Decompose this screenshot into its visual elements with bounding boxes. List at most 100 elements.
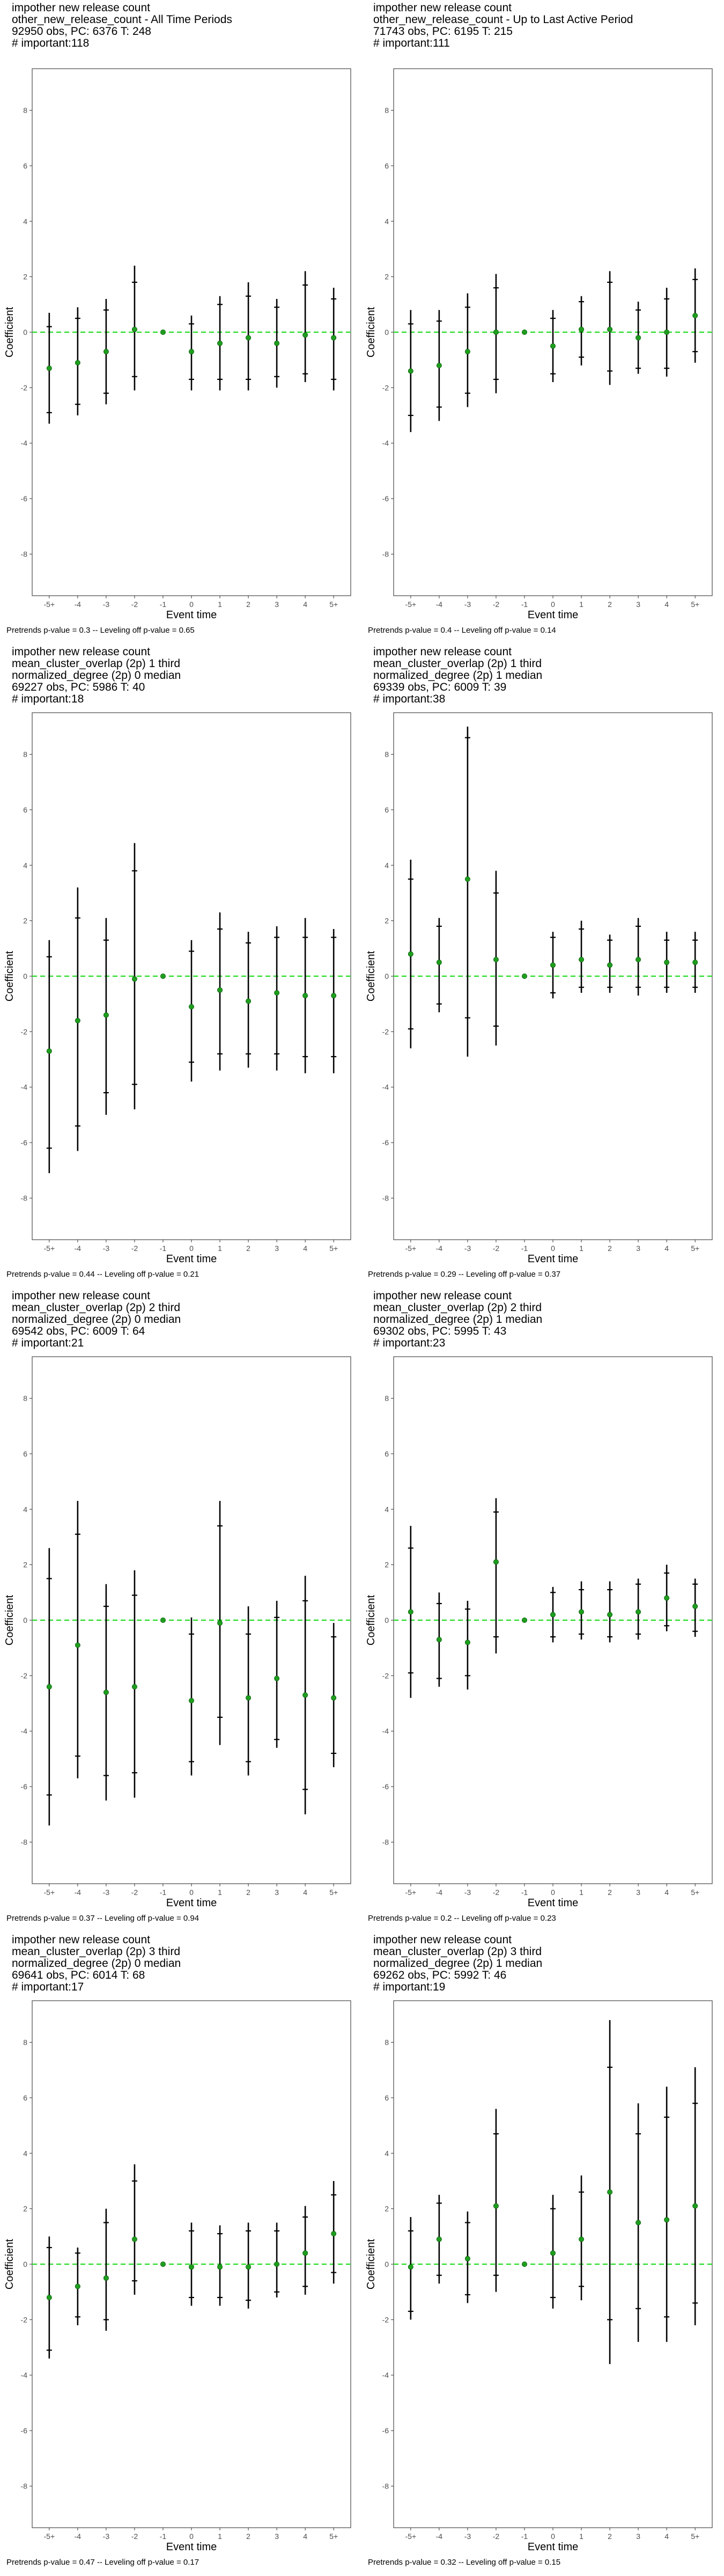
x-tick-label: -3 [464, 1244, 471, 1253]
x-tick-label: 3 [275, 1244, 279, 1253]
title-line: normalized_degree (2p) 1 median [373, 669, 543, 682]
coefficient-point [493, 956, 499, 962]
coefficient-point [188, 1004, 194, 1009]
x-axis-title: Event time [528, 2541, 578, 2553]
y-tick-label: -4 [21, 1727, 28, 1736]
x-tick-label: -5+ [405, 1244, 417, 1253]
x-tick-label: -1 [160, 1888, 167, 1897]
chart-panel: impother new release count other_new_rele… [364, 0, 713, 644]
coefficient-point [521, 1618, 527, 1623]
coefficient-point [217, 340, 223, 346]
y-tick-label: 4 [23, 861, 27, 869]
x-axis-title: Event time [528, 1253, 578, 1265]
title-line: # important:18 [12, 693, 84, 705]
y-tick-label: -6 [21, 1782, 28, 1791]
x-tick-label: -2 [131, 1888, 138, 1897]
coefficient-point [46, 1684, 52, 1690]
coefficient-point [75, 1018, 80, 1023]
y-tick-label: 0 [23, 972, 27, 980]
x-tick-label: -3 [464, 2532, 471, 2541]
chart-panel: impother new release count mean_cluster_o… [364, 1288, 713, 1932]
title-line: mean_cluster_overlap (2p) 3 third [12, 1945, 180, 1958]
x-tick-label: 2 [608, 600, 612, 609]
coefficient-point [274, 990, 280, 996]
title-line: # important:21 [12, 1337, 84, 1349]
x-tick-label: -4 [436, 600, 443, 609]
coefficient-point [46, 2295, 52, 2301]
coefficient-point [664, 1595, 670, 1601]
coefficient-point [274, 340, 280, 346]
pvalue-footnote: Pretrends p-value = 0.44 -- Leveling off… [6, 1270, 200, 1279]
coefficient-point [579, 1609, 585, 1615]
coefficient-point [75, 2284, 80, 2289]
title-line: other_new_release_count - All Time Perio… [12, 13, 232, 26]
coefficient-point [521, 2262, 527, 2267]
y-axis-title: Coefficient [365, 2238, 377, 2289]
x-axis-title: Event time [166, 1897, 217, 1909]
x-tick-label: 3 [636, 1888, 640, 1897]
coefficient-point [103, 1012, 109, 1018]
x-tick-label: 4 [664, 600, 669, 609]
y-tick-label: 2 [385, 917, 389, 925]
y-tick-label: 4 [385, 1505, 389, 1513]
coefficient-point [607, 1612, 613, 1618]
coefficient-point [692, 2203, 698, 2209]
coefficient-point [408, 2264, 413, 2270]
x-tick-label: 2 [246, 600, 250, 609]
coefficient-point [521, 330, 527, 335]
x-tick-label: -4 [436, 2532, 443, 2541]
chart-panel: impother new release count mean_cluster_o… [364, 1932, 713, 2576]
title-line: mean_cluster_overlap (2p) 1 third [373, 657, 542, 670]
y-axis-title: Coefficient [4, 950, 16, 1001]
coefficient-point [302, 2250, 308, 2256]
x-tick-label: 4 [664, 1888, 669, 1897]
panel-title: impother new release count mean_cluster_o… [12, 1290, 181, 1349]
y-tick-label: 6 [23, 806, 27, 814]
x-tick-label: -3 [464, 600, 471, 609]
x-tick-label: 0 [551, 600, 555, 609]
y-tick-label: 6 [23, 162, 27, 170]
coefficient-point [103, 349, 109, 355]
title-line: # important:111 [373, 37, 450, 49]
x-tick-label: -1 [160, 2532, 167, 2541]
coefficient-point [217, 1620, 223, 1626]
chart-panel: impother new release count other_new_rele… [2, 0, 351, 644]
x-tick-label: -1 [160, 1244, 167, 1253]
coefficient-point [579, 2236, 585, 2242]
title-line: mean_cluster_overlap (2p) 2 third [373, 1301, 542, 1314]
coefficient-point [331, 2231, 337, 2237]
coefficient-point [436, 1637, 442, 1643]
title-line: impother new release count [12, 2, 150, 14]
coefficient-point [692, 960, 698, 965]
x-tick-label: 2 [246, 2532, 250, 2541]
x-tick-label: -4 [75, 1888, 82, 1897]
x-tick-label: 2 [608, 1244, 612, 1253]
coefficient-point [217, 2264, 223, 2270]
coefficient-plot: -8 -6 -4 -2 0 2 4 6 8 -5+ -4 -3 -2 -1 0 1 2 3 4 5+ Event tim… [4, 1356, 351, 1909]
y-tick-label: -8 [21, 550, 28, 558]
y-tick-label: -2 [21, 2315, 28, 2324]
y-axis-title: Coefficient [365, 306, 377, 357]
x-tick-label: -2 [493, 1244, 500, 1253]
y-tick-label: -4 [382, 1083, 389, 1092]
title-line: impother new release count [373, 646, 512, 658]
coefficient-point [664, 2217, 670, 2223]
coefficient-point [636, 1609, 641, 1615]
x-axis-title: Event time [166, 2541, 217, 2553]
x-tick-label: 0 [551, 1888, 555, 1897]
panel-title: impother new release count mean_cluster_o… [373, 1290, 542, 1349]
y-tick-label: 0 [385, 328, 389, 336]
y-tick-label: 4 [23, 1505, 27, 1513]
x-axis-title: Event time [528, 609, 578, 621]
y-tick-label: 2 [23, 917, 27, 925]
x-tick-label: -1 [521, 2532, 528, 2541]
y-tick-label: -8 [382, 2482, 389, 2490]
x-tick-label: -3 [103, 2532, 110, 2541]
x-tick-label: -5+ [405, 1888, 417, 1897]
y-tick-label: -2 [382, 2315, 389, 2324]
pvalue-footnote: Pretrends p-value = 0.29 -- Leveling off… [368, 1270, 561, 1279]
coefficient-point [160, 974, 166, 979]
x-tick-label: -3 [103, 600, 110, 609]
x-axis-title: Event time [528, 1897, 578, 1909]
coefficient-point [550, 962, 556, 968]
